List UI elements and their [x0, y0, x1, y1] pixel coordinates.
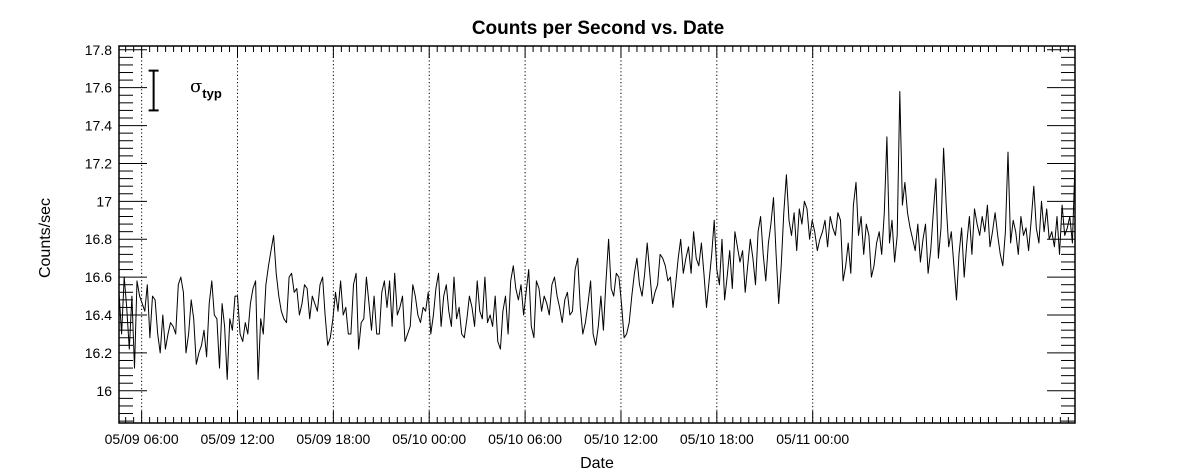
sigma-symbol: σtyp	[190, 76, 222, 101]
x-tick-label: 05/09 06:00	[105, 431, 179, 447]
y-axis-label: Counts/sec	[37, 198, 54, 278]
y-tick-label: 16.8	[85, 231, 112, 247]
sigma-errorbar	[148, 69, 159, 112]
sigma-subscript: typ	[202, 86, 222, 101]
x-tick-label: 05/10 12:00	[584, 431, 658, 447]
x-tick-label: 05/10 00:00	[392, 431, 466, 447]
y-tick-label: 16.4	[85, 307, 112, 323]
x-tick-label: 05/10 18:00	[680, 431, 754, 447]
y-tick-label: 17.4	[85, 118, 112, 134]
series-line	[118, 91, 1076, 380]
data-series	[118, 91, 1076, 380]
sigma-symbol-glyph: σ	[190, 76, 202, 97]
x-tick-label: 05/11 00:00	[776, 431, 849, 447]
sigma-typ-annotation: σtyp	[148, 69, 222, 112]
y-tick-label: 17	[96, 193, 112, 209]
chart-title: Counts per Second vs. Date	[472, 18, 724, 39]
y-tick-label: 16.2	[85, 345, 112, 361]
y-tick-label: 17.8	[85, 42, 112, 58]
x-tick-label: 05/09 18:00	[296, 431, 370, 447]
x-tick-label: 05/09 12:00	[201, 431, 275, 447]
y-tick-label: 16.6	[85, 269, 112, 285]
x-axis: 05/09 06:00 05/09 12:00 05/09 18:00 05/10 0…	[105, 46, 1069, 447]
y-tick-label: 17.2	[85, 155, 112, 171]
grid-lines	[141, 46, 814, 423]
y-axis: 16 16.2 16.4 16.6 16.8 17 17.2 17.4 17.6 17.8	[85, 42, 1075, 422]
y-tick-label: 17.6	[85, 80, 112, 96]
y-tick-label: 16	[96, 383, 112, 399]
x-axis-label: Date	[580, 455, 614, 472]
x-tick-label: 05/10 06:00	[488, 431, 562, 447]
